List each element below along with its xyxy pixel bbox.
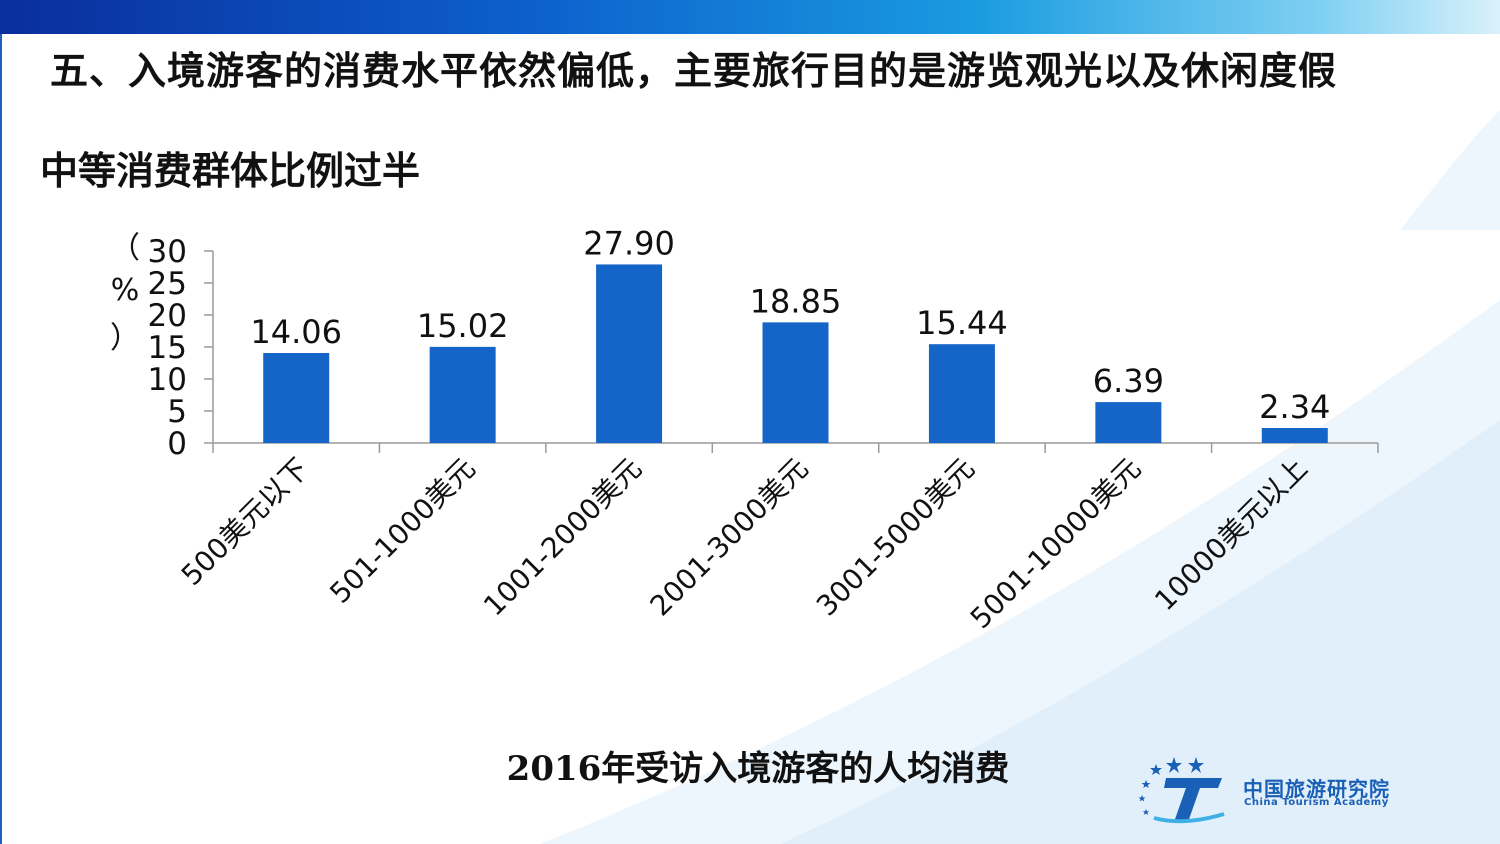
y-tick-label: 0 — [167, 426, 187, 462]
data-label: 18.85 — [750, 282, 842, 320]
y-tick-label: 20 — [148, 298, 187, 334]
y-tick-label: 5 — [167, 394, 187, 430]
bar — [1095, 402, 1162, 443]
slide-subtitle: 中等消费群体比例过半 — [40, 149, 421, 193]
header-bar — [0, 0, 1500, 34]
bar — [263, 353, 330, 443]
left-border-line — [0, 34, 2, 844]
bar — [596, 264, 663, 443]
bar — [928, 344, 995, 443]
y-tick-label: 10 — [148, 362, 187, 398]
logo-name-en: China Tourism Academy — [1244, 797, 1389, 808]
bar — [1261, 428, 1328, 443]
y-axis-label: ） — [110, 321, 140, 356]
data-label: 6.39 — [1093, 362, 1164, 400]
slide-title: 五、入境游客的消费水平依然偏低，主要旅行目的是游览观光以及休闲度假 — [50, 49, 1338, 93]
x-tick-label: 5001-10000美元 — [964, 452, 1147, 635]
bar — [429, 346, 496, 443]
bar — [762, 322, 829, 443]
logo-name-cn: 中国旅游研究院 — [1243, 777, 1390, 801]
academy-logo — [1138, 757, 1225, 824]
chart-bars — [263, 264, 1328, 443]
x-tick-label: 501-1000美元 — [323, 452, 481, 610]
data-label: 15.44 — [916, 304, 1008, 342]
x-tick-label: 10000美元以上 — [1148, 452, 1314, 618]
y-axis-label: （ — [110, 231, 140, 266]
data-label: 27.90 — [583, 224, 675, 262]
y-tick-label: 25 — [148, 266, 187, 302]
data-label: 14.06 — [250, 313, 342, 351]
y-tick-label: 15 — [148, 330, 187, 366]
data-label: 2.34 — [1259, 388, 1330, 426]
data-label: 15.02 — [417, 307, 509, 345]
x-tick-label: 2001-3000美元 — [644, 452, 815, 623]
x-tick-label: 500美元以下 — [175, 452, 315, 592]
x-tick-label: 3001-5000美元 — [810, 452, 981, 623]
y-tick-label: 30 — [148, 234, 187, 270]
x-tick-label: 1001-2000美元 — [477, 452, 648, 623]
chart-caption: 2016年受访入境游客的人均消费 — [506, 749, 1010, 789]
y-axis-label: % — [111, 273, 140, 308]
